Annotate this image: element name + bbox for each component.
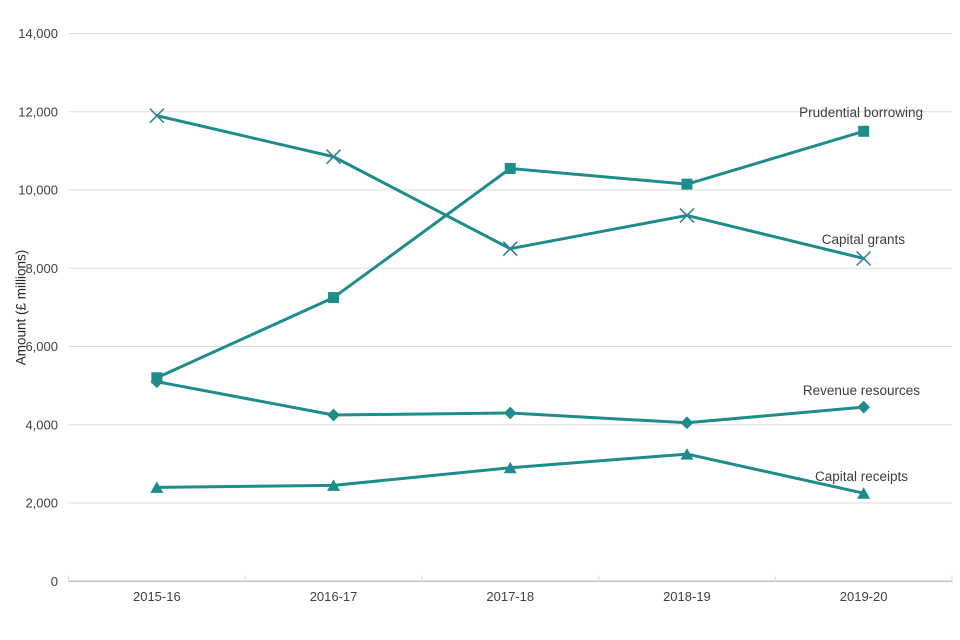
series-label-capital-grants: Capital grants [822,232,906,247]
y-tick-label-4000: 4,000 [25,417,58,432]
y-tick-label-14000: 14,000 [18,26,58,41]
marker-capital-grants-2016-17 [325,149,342,165]
x-tick-label-2015-16: 2015-16 [133,589,181,604]
x-tick-label-2019-20: 2019-20 [840,589,888,604]
marker-capital-grants-2017-18 [502,241,518,257]
marker-capital-grants-2019-20 [856,250,872,267]
series-label-revenue-resources: Revenue resources [803,383,920,398]
marker-capital-grants-2018-19 [679,207,695,223]
marker-capital-receipts-2019-20 [857,487,871,499]
y-axis-title: Amount (£ millions) [13,249,29,366]
marker-revenue-resources-2017-18 [503,406,517,420]
marker-capital-receipts-2016-17 [327,479,341,491]
marker-revenue-resources-2018-19 [680,416,694,430]
marker-revenue-resources-2019-20 [857,400,871,414]
marker-revenue-resources-2016-17 [327,408,340,422]
y-tick-label-12000: 12,000 [18,104,58,119]
marker-revenue-resources-2015-16 [150,375,164,389]
marker-prudential-borrowing-2017-18 [504,162,516,174]
marker-prudential-borrowing-2018-19 [681,178,693,190]
marker-capital-grants-2015-16 [149,108,165,124]
series-label-capital-receipts: Capital receipts [815,469,908,484]
x-tick-label-2018-19: 2018-19 [663,589,711,604]
marker-capital-receipts-2017-18 [503,461,517,474]
x-tick-label-2016-17: 2016-17 [310,589,358,604]
marker-capital-receipts-2018-19 [680,448,694,460]
y-tick-label-6000: 6,000 [25,339,58,354]
y-tick-label-0: 0 [51,574,58,589]
marker-capital-receipts-2015-16 [150,481,164,493]
series-label-prudential-borrowing: Prudential borrowing [799,105,923,120]
series-line-capital-grants [155,114,866,260]
y-tick-label-2000: 2,000 [25,496,58,511]
marker-prudential-borrowing-2016-17 [328,292,340,304]
marker-prudential-borrowing-2019-20 [858,125,870,137]
series-line-capital-receipts [155,452,866,495]
y-tick-label-10000: 10,000 [18,183,58,198]
y-tick-label-8000: 8,000 [25,261,58,276]
x-tick-label-2017-18: 2017-18 [486,589,534,604]
